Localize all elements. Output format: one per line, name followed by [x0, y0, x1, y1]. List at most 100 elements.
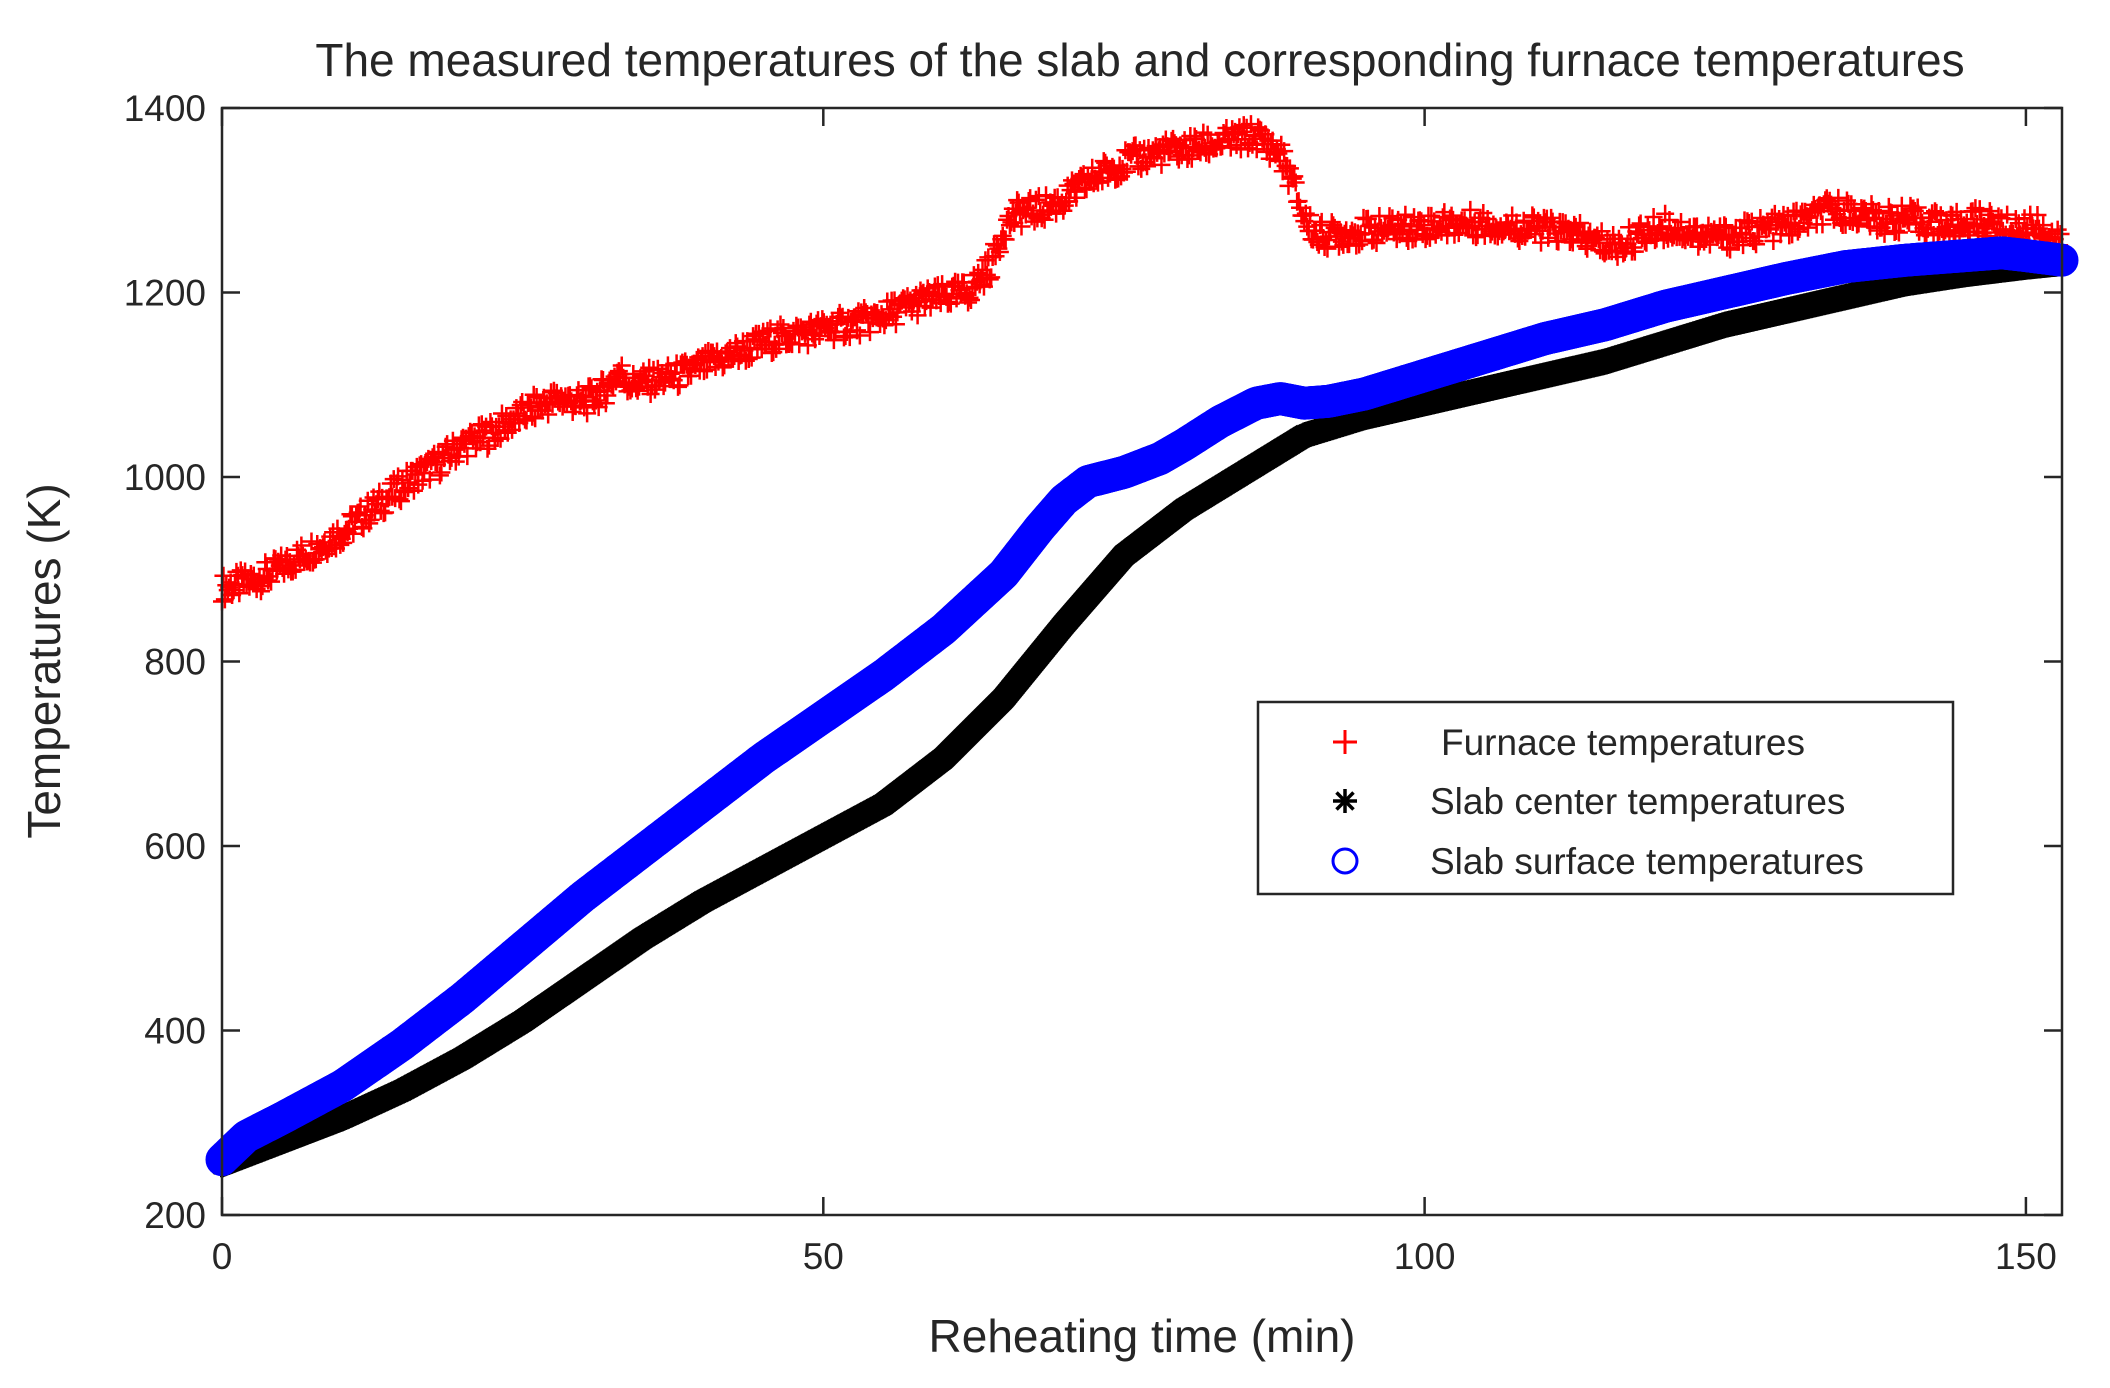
furnace-point	[1396, 205, 1415, 224]
y-axis-label: Temperatures (K)	[18, 483, 70, 838]
furnace-point	[371, 501, 390, 520]
furnace-point	[1588, 226, 1607, 245]
furnace-point	[859, 313, 878, 332]
furnace-point	[1889, 223, 1908, 242]
furnace-point	[860, 323, 879, 342]
furnace-point	[1012, 217, 1031, 236]
furnace-point	[884, 307, 903, 326]
furnace-point	[1875, 224, 1894, 243]
furnace-point	[458, 447, 477, 466]
legend: Furnace temperatures Slab center tempera…	[1256, 700, 1955, 896]
furnace-point	[262, 572, 281, 591]
furnace-point	[1739, 214, 1758, 232]
furnace-point	[1813, 215, 1832, 234]
furnace-point	[1415, 216, 1434, 235]
furnace-point	[1035, 210, 1054, 229]
legend-marker-center	[1333, 789, 1357, 813]
y-tick-label: 1200	[124, 273, 206, 314]
furnace-point	[1799, 218, 1818, 237]
furnace-point	[1088, 173, 1107, 192]
furnace-point	[286, 560, 305, 579]
furnace-point	[1152, 155, 1171, 174]
furnace-point	[360, 514, 379, 533]
furnace-point	[391, 492, 410, 511]
furnace-point	[1296, 204, 1315, 223]
legend-box	[1256, 700, 1955, 896]
furnace-point	[1067, 188, 1086, 207]
furnace-point	[1898, 211, 1917, 230]
furnace-point	[645, 380, 664, 399]
furnace-point	[986, 247, 1005, 266]
furnace-point	[612, 356, 631, 375]
y-tick-label: 1000	[124, 457, 206, 498]
furnace-point	[933, 275, 952, 294]
furnace-point	[1837, 191, 1856, 210]
furnace-point	[1380, 207, 1399, 226]
furnace-point	[980, 270, 999, 289]
furnace-point	[1280, 159, 1299, 178]
furnace-point	[573, 386, 592, 405]
x-tick-label: 50	[803, 1236, 844, 1277]
furnace-point	[334, 533, 353, 552]
furnace-point	[781, 333, 800, 352]
y-tick-label: 800	[144, 642, 206, 683]
furnace-point	[1970, 200, 1989, 219]
furnace-point	[886, 315, 905, 334]
furnace-point	[1644, 207, 1663, 226]
furnace-point	[697, 360, 716, 379]
furnace-point	[585, 396, 604, 415]
furnace-point	[806, 330, 825, 349]
furnace-point	[1278, 156, 1297, 175]
furnace-point	[1185, 127, 1204, 146]
furnace-point	[432, 463, 451, 482]
furnace-point	[1026, 190, 1045, 209]
furnace-point	[1442, 206, 1461, 225]
furnace-point	[1630, 216, 1649, 235]
furnace-point	[739, 350, 758, 369]
furnace-point	[2051, 225, 2070, 244]
furnace-point	[628, 381, 647, 400]
legend-marker-furnace	[1333, 730, 1357, 754]
furnace-point	[960, 288, 979, 307]
furnace-point	[2048, 220, 2067, 239]
furnace-point	[1927, 203, 1946, 222]
furnace-point	[547, 383, 566, 402]
furnace-point	[977, 265, 996, 284]
furnace-point	[1625, 242, 1644, 261]
furnace-point	[1745, 232, 1764, 251]
furnace-point	[1055, 196, 1074, 215]
furnace-point	[989, 239, 1008, 258]
furnace-point	[982, 268, 1001, 287]
furnace-point	[1989, 207, 2008, 226]
furnace-point	[1317, 230, 1335, 249]
furnace-point	[539, 405, 558, 424]
furnace-point	[1542, 208, 1561, 227]
x-tick-label: 100	[1394, 1236, 1456, 1277]
furnace-point	[1718, 238, 1737, 257]
y-tick-label: 200	[144, 1195, 206, 1236]
furnace-point	[1286, 173, 1305, 192]
furnace-point	[1252, 121, 1271, 140]
y-tick-label: 600	[144, 826, 206, 867]
furnace-point	[1887, 222, 1906, 241]
furnace-point	[361, 510, 380, 529]
furnace-point	[1301, 206, 1320, 225]
furnace-point	[1975, 217, 1994, 236]
furnace-point	[850, 326, 869, 345]
furnace-point	[993, 226, 1012, 245]
furnace-point	[1715, 216, 1734, 235]
furnace-point	[498, 423, 517, 442]
furnace-point	[1461, 200, 1480, 219]
furnace-point	[771, 315, 790, 334]
series-plus	[213, 115, 2071, 611]
furnace-point	[1570, 213, 1589, 232]
axis-ticks: 0 50 100 150 200 400 600 800 1000 1200 1400	[124, 88, 2062, 1277]
furnace-point	[1869, 201, 1888, 220]
furnace-point	[1350, 235, 1369, 254]
y-tick-label: 1400	[124, 88, 206, 129]
furnace-point	[1829, 188, 1848, 207]
furnace-point	[1198, 125, 1217, 144]
plot-area	[205, 115, 2079, 1178]
furnace-point	[669, 377, 688, 396]
